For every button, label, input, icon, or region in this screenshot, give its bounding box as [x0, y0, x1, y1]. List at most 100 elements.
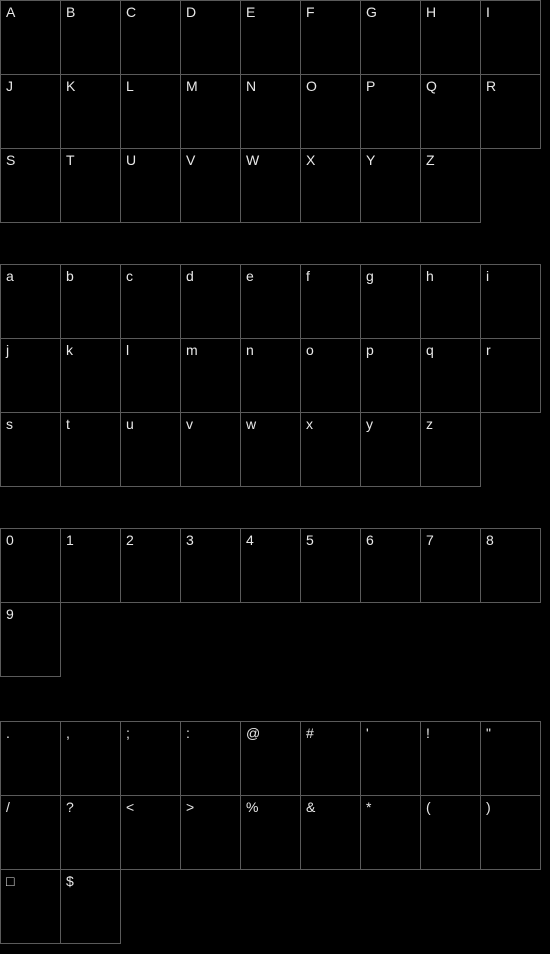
glyph-cell: e: [240, 264, 301, 339]
glyph-cell: h: [420, 264, 481, 339]
glyph-label: t: [66, 416, 70, 432]
glyph-label: H: [426, 4, 436, 20]
glyph-cell: 7: [420, 528, 481, 603]
glyph-cell: G: [360, 0, 421, 75]
glyph-cell: o: [300, 338, 361, 413]
glyph-cell: r: [480, 338, 541, 413]
glyph-cell: %: [240, 795, 301, 870]
glyph-label: :: [186, 725, 190, 741]
glyph-label: 7: [426, 532, 434, 548]
glyph-cell: 1: [60, 528, 121, 603]
glyph-label: %: [246, 799, 258, 815]
glyph-cell: I: [480, 0, 541, 75]
glyph-cell: u: [120, 412, 181, 487]
glyph-cell: /: [0, 795, 61, 870]
glyph-label: <: [126, 799, 134, 815]
glyph-label: Y: [366, 152, 375, 168]
glyph-label: k: [66, 342, 73, 358]
glyph-label: e: [246, 268, 254, 284]
glyph-cell: g: [360, 264, 421, 339]
glyph-label: ;: [126, 725, 130, 741]
glyph-label: &: [306, 799, 315, 815]
glyph-label: Q: [426, 78, 437, 94]
glyph-label: r: [486, 342, 491, 358]
lowercase-section: abcdefghijklmnopqrstuvwxyz: [1, 265, 549, 487]
glyph-cell: ": [480, 721, 541, 796]
glyph-cell: Y: [360, 148, 421, 223]
glyph-cell: Z: [420, 148, 481, 223]
glyph-label: 0: [6, 532, 14, 548]
glyph-label: 9: [6, 606, 14, 622]
glyph-label: u: [126, 416, 134, 432]
glyph-cell: 9: [0, 602, 61, 677]
glyph-cell: x: [300, 412, 361, 487]
glyph-label: M: [186, 78, 198, 94]
glyph-label: h: [426, 268, 434, 284]
glyph-label: !: [426, 725, 430, 741]
glyph-cell: □: [0, 869, 61, 944]
glyph-cell: $: [60, 869, 121, 944]
glyph-cell: P: [360, 74, 421, 149]
glyph-cell: 5: [300, 528, 361, 603]
glyph-cell: W: [240, 148, 301, 223]
glyph-cell: ?: [60, 795, 121, 870]
glyph-label: #: [306, 725, 314, 741]
glyph-label: W: [246, 152, 259, 168]
glyph-cell: 6: [360, 528, 421, 603]
glyph-cell: &: [300, 795, 361, 870]
glyph-cell: c: [120, 264, 181, 339]
glyph-cell: T: [60, 148, 121, 223]
glyph-label: ?: [66, 799, 74, 815]
glyph-cell: f: [300, 264, 361, 339]
glyph-label: x: [306, 416, 313, 432]
glyph-cell: k: [60, 338, 121, 413]
glyph-label: g: [366, 268, 374, 284]
glyph-label: 3: [186, 532, 194, 548]
glyph-label: J: [6, 78, 13, 94]
glyph-label: N: [246, 78, 256, 94]
glyph-cell: 8: [480, 528, 541, 603]
glyph-cell: F: [300, 0, 361, 75]
glyph-label: y: [366, 416, 373, 432]
glyph-label: f: [306, 268, 310, 284]
glyph-label: R: [486, 78, 496, 94]
glyph-label: ': [366, 725, 369, 741]
glyph-cell: J: [0, 74, 61, 149]
glyph-cell: m: [180, 338, 241, 413]
glyph-cell: z: [420, 412, 481, 487]
glyph-cell: M: [180, 74, 241, 149]
glyph-label: □: [6, 873, 14, 889]
glyph-cell: #: [300, 721, 361, 796]
glyph-label: P: [366, 78, 375, 94]
glyph-cell: q: [420, 338, 481, 413]
glyph-cell: ,: [60, 721, 121, 796]
glyph-label: 2: [126, 532, 134, 548]
glyph-cell: N: [240, 74, 301, 149]
glyph-label: v: [186, 416, 193, 432]
glyph-cell: s: [0, 412, 61, 487]
glyph-label: ": [486, 725, 491, 741]
glyph-label: d: [186, 268, 194, 284]
glyph-label: m: [186, 342, 198, 358]
glyph-label: L: [126, 78, 134, 94]
glyph-label: B: [66, 4, 75, 20]
glyph-label: j: [6, 342, 9, 358]
glyph-cell: b: [60, 264, 121, 339]
glyph-label: l: [126, 342, 129, 358]
glyph-cell: O: [300, 74, 361, 149]
glyph-cell: E: [240, 0, 301, 75]
glyph-cell: w: [240, 412, 301, 487]
glyph-label: Z: [426, 152, 435, 168]
glyph-label: >: [186, 799, 194, 815]
glyph-label: q: [426, 342, 434, 358]
glyph-label: T: [66, 152, 75, 168]
glyph-cell: t: [60, 412, 121, 487]
digits-section: 0123456789: [1, 529, 549, 677]
glyph-cell: R: [480, 74, 541, 149]
glyph-cell: <: [120, 795, 181, 870]
glyph-label: ,: [66, 725, 70, 741]
glyph-label: S: [6, 152, 15, 168]
glyph-cell: Q: [420, 74, 481, 149]
glyph-cell: n: [240, 338, 301, 413]
glyph-label: D: [186, 4, 196, 20]
